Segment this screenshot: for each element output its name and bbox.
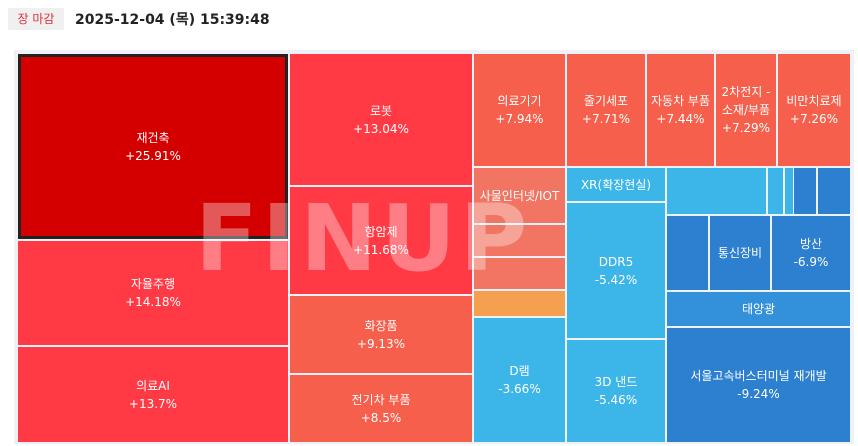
treemap-tile[interactable]: 태양광 bbox=[667, 292, 850, 326]
tile-change: -9.24% bbox=[737, 387, 780, 401]
treemap-tile[interactable]: 항암제 +11.68% bbox=[290, 187, 472, 294]
tile-label: D램 bbox=[509, 364, 530, 378]
tile-change: -3.66% bbox=[498, 382, 541, 396]
tile-label: 태양광 bbox=[741, 302, 776, 316]
treemap-tile[interactable]: 자동차 부품 +7.44% bbox=[647, 54, 714, 166]
treemap-tile[interactable] bbox=[818, 168, 850, 214]
tile-change: -6.9% bbox=[793, 255, 829, 269]
treemap-tile[interactable] bbox=[794, 168, 816, 214]
tile-label: 사물인터넷/IOT bbox=[479, 188, 560, 203]
treemap-tile[interactable]: 방산 -6.9% bbox=[772, 216, 850, 290]
tile-label: 3D 낸드 bbox=[594, 375, 638, 389]
tile-change: +7.26% bbox=[789, 112, 839, 126]
tile-change: +11.68% bbox=[353, 242, 409, 257]
tile-change: -5.46% bbox=[594, 393, 638, 407]
treemap-tile[interactable] bbox=[768, 168, 783, 214]
treemap-tile[interactable] bbox=[667, 216, 708, 290]
tile-label: 전기차 부품 bbox=[351, 392, 411, 407]
treemap-tile[interactable] bbox=[667, 168, 766, 214]
tile-change: +7.71% bbox=[581, 112, 631, 126]
tile-change: +7.94% bbox=[495, 112, 544, 126]
tile-label: 화장품 bbox=[364, 318, 398, 333]
tile-label: DDR5 bbox=[598, 254, 634, 269]
treemap-tile[interactable]: 재건축 +25.91% bbox=[18, 54, 288, 239]
treemap-tile[interactable]: 의료AI +13.7% bbox=[18, 347, 288, 442]
tile-label: 서울고속버스터미널 재개발 bbox=[690, 369, 827, 383]
tile-change: +8.5% bbox=[360, 410, 402, 425]
tile-label: 재건축 bbox=[136, 130, 170, 145]
treemap-tile[interactable]: 로봇 +13.04% bbox=[290, 54, 472, 185]
tile-label: 줄기세포 bbox=[583, 94, 629, 108]
treemap-tile[interactable]: 자율주행 +14.18% bbox=[18, 241, 288, 345]
tile-label: 통신장비 bbox=[717, 246, 763, 260]
treemap-tile[interactable]: XR(확장현실) bbox=[567, 168, 665, 201]
treemap-tile[interactable]: 화장품 +9.13% bbox=[290, 296, 472, 373]
tile-change: -5.42% bbox=[594, 272, 638, 287]
treemap-tile[interactable]: 서울고속버스터미널 재개발 -9.24% bbox=[667, 328, 850, 442]
tile-label: 항암제 bbox=[364, 224, 398, 239]
tile-label: 비만치료제 bbox=[786, 94, 842, 108]
tile-change: +13.04% bbox=[353, 121, 409, 136]
tile-label: 자동차 부품 bbox=[651, 94, 711, 108]
treemap-tile[interactable]: DDR5 -5.42% bbox=[567, 203, 665, 338]
tile-label: 2차전지 - 소재/부품 bbox=[721, 85, 771, 117]
treemap-tile[interactable] bbox=[474, 258, 565, 289]
tile-change: +9.13% bbox=[356, 336, 406, 351]
treemap-tile[interactable]: 사물인터넷/IOT bbox=[474, 168, 565, 223]
treemap-tile[interactable]: 의료기기 +7.94% bbox=[474, 54, 565, 166]
treemap-tile[interactable]: 전기차 부품 +8.5% bbox=[290, 375, 472, 442]
tile-label: 방산 bbox=[799, 237, 823, 251]
tile-label: XR(확장현실) bbox=[580, 177, 652, 192]
tile-label: 의료AI bbox=[136, 378, 170, 393]
treemap-tile[interactable]: 2차전지 - 소재/부품 +7.29% bbox=[716, 54, 776, 166]
tile-change: +7.29% bbox=[721, 121, 771, 135]
tile-change: +13.7% bbox=[128, 396, 178, 411]
treemap-tile[interactable]: D램 -3.66% bbox=[474, 318, 565, 442]
tile-change: +14.18% bbox=[125, 295, 181, 309]
treemap: 재건축 +25.91% 자율주행 +14.18% 의료AI +13.7% 로봇 +13.04%… bbox=[14, 50, 854, 444]
tile-change: +7.44% bbox=[656, 112, 705, 126]
treemap-tile[interactable] bbox=[474, 225, 565, 256]
treemap-tile[interactable]: 줄기세포 +7.71% bbox=[567, 54, 645, 166]
treemap-tile[interactable]: 통신장비 bbox=[710, 216, 770, 290]
timestamp: 2025-12-04 (목) 15:39:48 bbox=[75, 12, 270, 28]
treemap-tile[interactable]: 비만치료제 +7.26% bbox=[778, 54, 850, 166]
tile-change: +25.91% bbox=[125, 148, 181, 163]
status-badge: 장 마감 bbox=[8, 8, 64, 30]
tile-label: 로봇 bbox=[369, 103, 393, 118]
header: 장 마감 2025-12-04 (목) 15:39:48 bbox=[0, 0, 858, 44]
treemap-tile[interactable] bbox=[785, 168, 793, 214]
tile-label: 자율주행 bbox=[130, 277, 176, 291]
treemap-tile[interactable] bbox=[474, 291, 565, 316]
treemap-tile[interactable]: 3D 낸드 -5.46% bbox=[567, 340, 665, 442]
tile-label: 의료기기 bbox=[497, 94, 542, 108]
